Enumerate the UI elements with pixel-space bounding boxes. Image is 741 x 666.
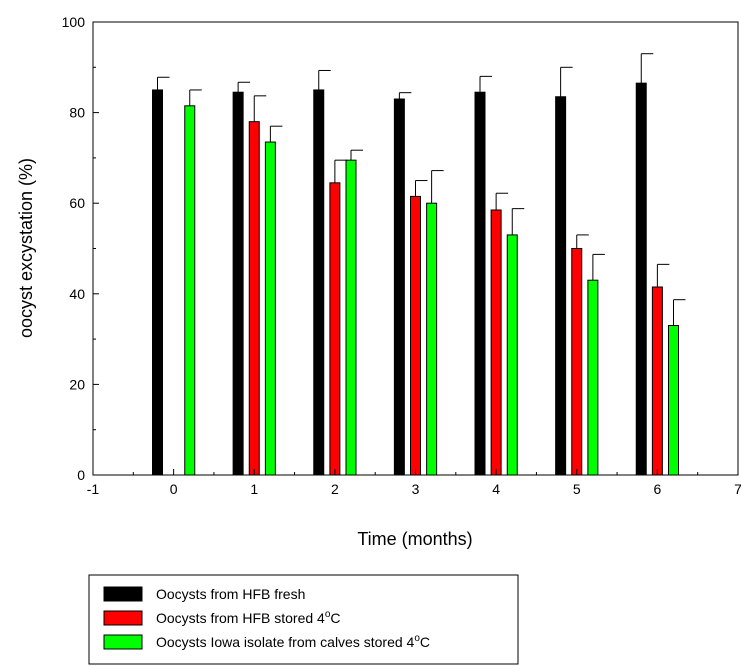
bar [587, 279, 599, 476]
bar [313, 89, 325, 476]
bar [426, 202, 438, 476]
bar [184, 105, 196, 476]
bar [506, 234, 518, 476]
legend-frame [88, 574, 519, 665]
x-tick-label: 0 [170, 481, 178, 497]
bar [555, 96, 567, 476]
bar [232, 91, 244, 476]
x-axis-title: Time (months) [357, 529, 472, 549]
legend-label: Oocysts Iowa isolate from calves stored … [156, 633, 430, 650]
bar [668, 325, 679, 476]
y-tick-label: 60 [69, 195, 85, 211]
legend: Oocysts from HFB fresh Oocysts from HFB s… [88, 574, 519, 665]
bar [264, 141, 276, 476]
legend-label: Oocysts from HFB stored 4oC [156, 609, 341, 626]
bars-group [152, 82, 679, 476]
y-tick-label: 100 [62, 14, 86, 30]
bar [474, 91, 486, 476]
y-tick-label: 40 [69, 286, 85, 302]
bar [635, 82, 647, 476]
y-tick-label: 0 [77, 467, 85, 483]
bar [393, 98, 405, 476]
y-tick-label: 80 [69, 105, 85, 121]
bar [152, 89, 163, 476]
x-tick-label: 2 [331, 481, 339, 497]
bar [571, 248, 583, 476]
y-tick-label: 20 [69, 376, 85, 392]
x-tick-label: -1 [87, 481, 100, 497]
bar [490, 209, 502, 476]
error-bars-group [157, 53, 686, 326]
bar [651, 286, 663, 476]
bar [410, 195, 421, 476]
x-tick-label: 3 [412, 481, 420, 497]
legend-label: Oocysts from HFB fresh [156, 586, 305, 602]
legend-swatch [103, 586, 143, 602]
x-tick-label: 5 [573, 481, 581, 497]
x-tick-label: 6 [653, 481, 661, 497]
bar [329, 182, 341, 476]
legend-swatch [103, 610, 143, 626]
bar [345, 159, 357, 476]
x-tick-label: 1 [250, 481, 258, 497]
legend-swatch [103, 634, 143, 650]
y-axis-title: oocyst excystation (%) [16, 158, 36, 338]
x-tick-label: 4 [492, 481, 500, 497]
bar [248, 121, 260, 476]
x-tick-label: 7 [734, 481, 741, 497]
